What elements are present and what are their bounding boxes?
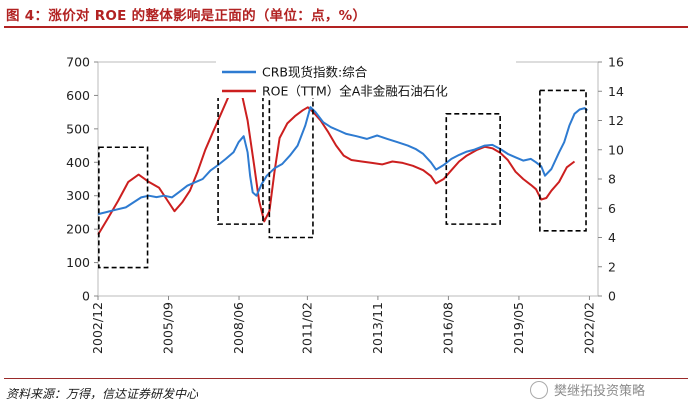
highlight-box: [217, 76, 264, 225]
left-tick-label: 400: [66, 155, 90, 170]
right-tick-label: 0: [608, 289, 616, 304]
wechat-icon: [530, 380, 548, 399]
x-tick-label: 2022/02: [581, 302, 596, 354]
right-tick-label: 8: [608, 172, 616, 187]
right-tick-label: 16: [608, 55, 624, 70]
highlight-box: [539, 89, 587, 232]
legend-label-crb: CRB现货指数:综合: [262, 65, 368, 80]
right-tick-label: 10: [608, 142, 624, 157]
series-line-crb: [97, 106, 588, 216]
source-note: 资料来源：万得，信达证券研发中心: [6, 387, 199, 401]
left-tick-label: 100: [66, 255, 90, 270]
left-tick-label: 200: [66, 222, 90, 237]
x-tick-label: 2002/12: [90, 302, 105, 354]
left-tick-label: 700: [66, 55, 90, 70]
x-tick-label: 2005/09: [161, 302, 176, 354]
series-line-roe: [97, 87, 576, 236]
right-tick-label: 12: [608, 113, 624, 128]
title-rule: [4, 26, 688, 28]
watermark: 樊继拓投资策略: [530, 380, 645, 399]
left-tick-label: 300: [66, 188, 90, 203]
left-tick-label: 500: [66, 121, 90, 136]
right-tick-label: 14: [608, 84, 624, 99]
watermark-text: 樊继拓投资策略: [554, 384, 646, 399]
highlight-box: [445, 113, 501, 225]
highlight-box: [98, 146, 149, 269]
right-tick-label: 4: [608, 230, 616, 245]
right-tick-label: 6: [608, 201, 616, 216]
x-tick-label: 2011/02: [299, 302, 314, 354]
x-tick-label: 2016/08: [440, 302, 455, 354]
x-tick-label: 2019/05: [511, 302, 526, 354]
left-tick-label: 0: [82, 289, 90, 304]
right-tick-label: 2: [608, 259, 616, 274]
highlight-box: [268, 96, 314, 239]
legend-label-roe: ROE（TTM）全A非金融石油石化: [262, 84, 448, 99]
legend-background: [216, 60, 516, 98]
chart-title: 图 4：涨价对 ROE 的整体影响是正面的（单位：点，%）: [6, 8, 367, 24]
left-tick-label: 600: [66, 88, 90, 103]
chart-canvas: 0 100 200 300 400 500 600 700 0 2 4 6 8 10 12 14 16 2002/…: [66, 55, 624, 354]
source-rule: [4, 378, 688, 379]
x-tick-label: 2013/11: [370, 302, 385, 354]
x-tick-label: 2008/06: [231, 302, 246, 354]
